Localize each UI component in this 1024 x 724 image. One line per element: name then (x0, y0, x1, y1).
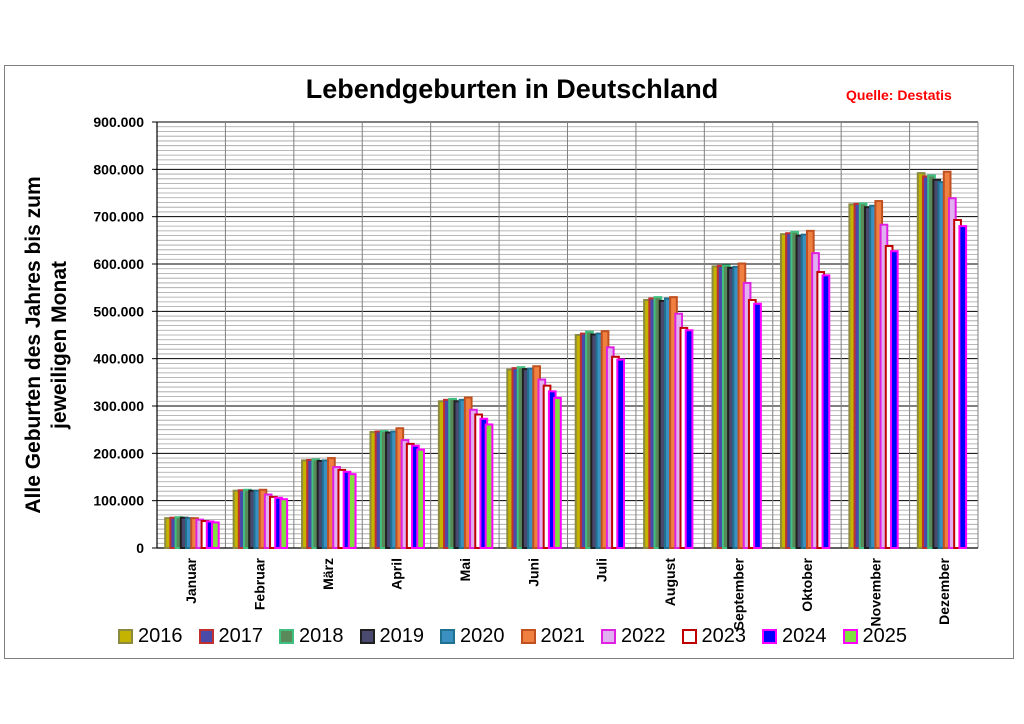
y-tick-label: 600.000 (93, 256, 144, 272)
legend-swatch (118, 628, 133, 644)
legend-swatch (279, 628, 294, 644)
bar-2024-Juli (616, 358, 626, 550)
x-tick-label-Januar: Januar (183, 557, 199, 603)
legend: 2016 2017 2018 2019 2020 2021 2022 2023 2024 2025 (118, 624, 923, 648)
legend-swatch (520, 628, 536, 644)
x-tick-label-Juli: Juli (594, 558, 610, 582)
legend-label: 2024 (782, 624, 827, 647)
x-tick-label-September: September (731, 557, 747, 630)
legend-item-2021: 2021 (520, 624, 586, 648)
legend-swatch (198, 628, 214, 644)
bar-2025-April (416, 448, 425, 549)
legend-swatch (762, 628, 777, 644)
legend-swatch (601, 628, 616, 644)
legend-label: 2017 (218, 624, 264, 647)
x-tick-label-März: März (320, 558, 336, 590)
legend-swatch (681, 628, 697, 644)
y-tick-label: 0 (136, 540, 144, 556)
y-tick-label: 400.000 (93, 351, 144, 367)
y-tick-label: 300.000 (93, 398, 144, 414)
legend-swatch (440, 628, 455, 644)
y-tick-label: 200.000 (93, 445, 144, 461)
legend-label: 2025 (862, 624, 908, 647)
legend-label: 2023 (701, 624, 747, 647)
x-tick-label-Dezember: Dezember (936, 557, 952, 624)
legend-item-2023: 2023 (681, 624, 747, 648)
chart-title: Lebendgeburten in Deutschland (305, 74, 719, 104)
legend-label: 2018 (299, 624, 344, 647)
legend-label: 2022 (621, 624, 666, 647)
bar-2024-November (889, 250, 899, 549)
legend-label: 2020 (460, 624, 505, 647)
legend-swatch (842, 628, 858, 644)
x-tick-label-Februar: Februar (252, 557, 268, 610)
bar-2025-Juni (553, 396, 562, 549)
bar-2024-Dezember (958, 225, 968, 549)
legend-item-2022: 2022 (601, 625, 666, 648)
bar-2025-März (347, 473, 357, 549)
x-tick-label-August: August (662, 558, 678, 607)
y-tick-label: 900.000 (93, 114, 144, 130)
bar-2025-Februar (279, 498, 289, 550)
x-tick-label-Mai: Mai (457, 558, 473, 581)
legend-item-2019: 2019 (359, 624, 425, 648)
bar-2024-September (753, 302, 762, 550)
legend-item-2017: 2017 (198, 624, 264, 648)
x-tick-label-Oktober: Oktober (799, 557, 815, 611)
legend-item-2018: 2018 (279, 625, 344, 648)
legend-label: 2019 (379, 624, 425, 647)
legend-swatch (359, 628, 375, 644)
source-label: Quelle: Destatis (846, 87, 952, 103)
legend-label: 2021 (540, 624, 586, 647)
bar-2025-Januar (211, 521, 220, 550)
x-tick-label-November: November (867, 557, 883, 626)
y-tick-label: 500.000 (93, 303, 144, 319)
y-tick-label: 800.000 (93, 161, 144, 177)
y-tick-label: 700.000 (93, 209, 144, 225)
legend-item-2025: 2025 (842, 624, 908, 648)
bar-2025-Mai (484, 423, 494, 549)
legend-item-2016: 2016 (118, 625, 183, 648)
y-tick-label: 100.000 (93, 493, 144, 509)
x-tick-label-Juni: Juni (525, 558, 541, 587)
legend-label: 2016 (138, 624, 183, 647)
legend-item-2024: 2024 (762, 625, 827, 648)
bar-2024-August (684, 329, 694, 549)
x-tick-label-April: April (388, 558, 404, 590)
legend-item-2020: 2020 (440, 625, 505, 648)
bar-2024-Oktober (821, 274, 831, 549)
